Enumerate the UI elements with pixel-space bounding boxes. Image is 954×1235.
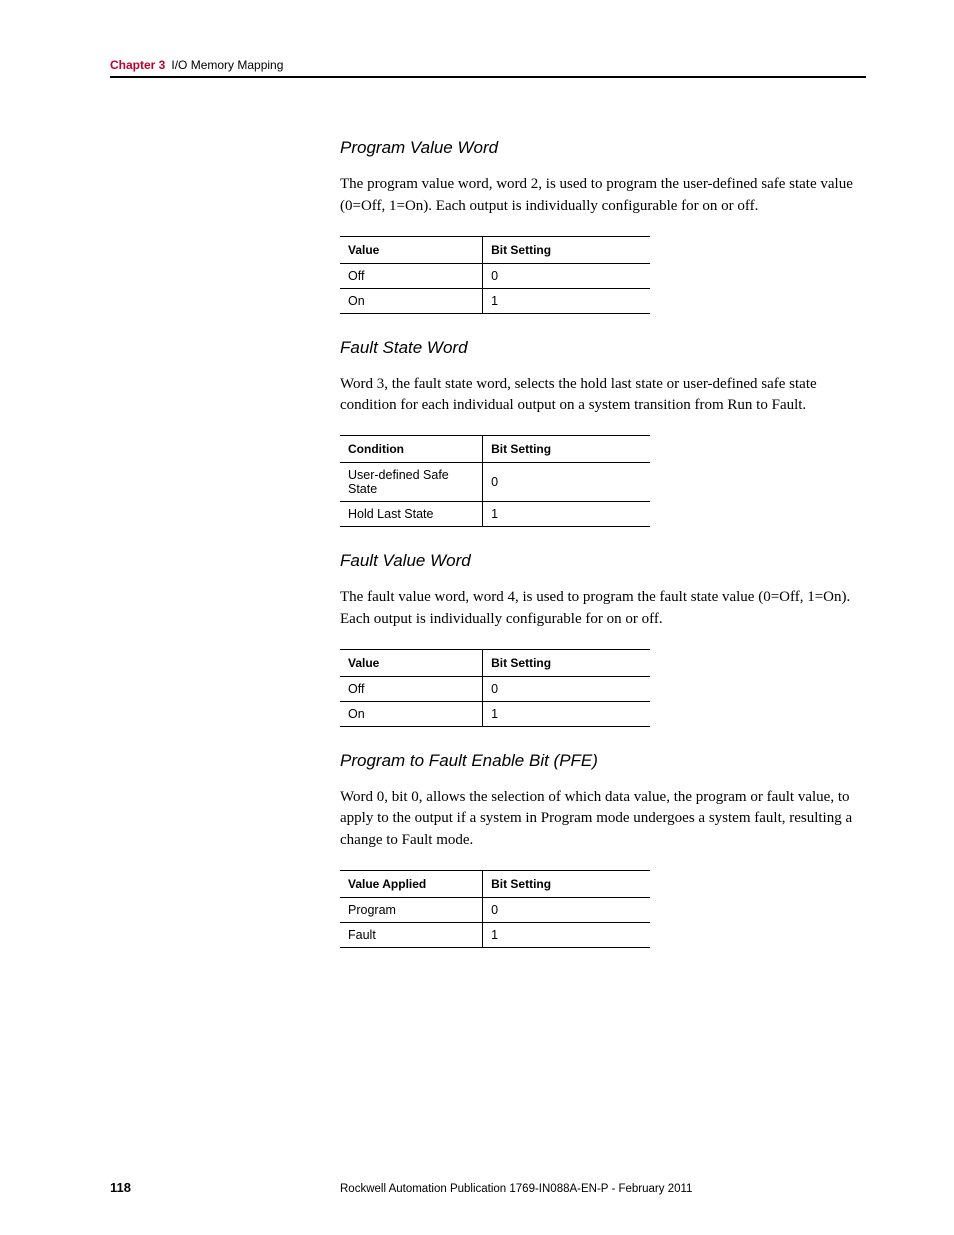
section-body: The program value word, word 2, is used … <box>340 174 866 218</box>
page-number: 118 <box>110 1180 340 1195</box>
table-cell: On <box>340 288 483 313</box>
section-heading: Fault State Word <box>340 338 866 358</box>
table-cell: Off <box>340 676 483 701</box>
table-cell: Program <box>340 897 483 922</box>
table-cell: 1 <box>483 288 650 313</box>
chapter-title: I/O Memory Mapping <box>171 58 283 72</box>
table-row: Off 0 <box>340 676 650 701</box>
table-cell: Fault <box>340 922 483 947</box>
section-body: Word 3, the fault state word, selects th… <box>340 374 866 418</box>
table-cell: 1 <box>483 701 650 726</box>
pfe-table: Value Applied Bit Setting Program 0 Faul… <box>340 870 650 948</box>
table-header: Condition <box>340 436 483 463</box>
table-cell: 0 <box>483 897 650 922</box>
publication-info: Rockwell Automation Publication 1769-IN0… <box>340 1183 866 1195</box>
table-header: Bit Setting <box>483 649 650 676</box>
section-heading: Program Value Word <box>340 138 866 158</box>
table-cell: 1 <box>483 502 650 527</box>
section-heading: Program to Fault Enable Bit (PFE) <box>340 751 866 771</box>
table-header: Bit Setting <box>483 236 650 263</box>
table-row: Off 0 <box>340 263 650 288</box>
table-cell: 0 <box>483 263 650 288</box>
table-row: Fault 1 <box>340 922 650 947</box>
main-content: Program Value Word The program value wor… <box>340 138 866 948</box>
page-header: Chapter 3 I/O Memory Mapping <box>110 58 866 78</box>
table-cell: 0 <box>483 463 650 502</box>
table-header: Value Applied <box>340 870 483 897</box>
table-header: Value <box>340 236 483 263</box>
table-cell: 1 <box>483 922 650 947</box>
fault-state-table: Condition Bit Setting User-defined Safe … <box>340 435 650 527</box>
table-row: On 1 <box>340 288 650 313</box>
table-row: Hold Last State 1 <box>340 502 650 527</box>
table-row: User-defined Safe State 0 <box>340 463 650 502</box>
fault-value-table: Value Bit Setting Off 0 On 1 <box>340 649 650 727</box>
table-cell: Off <box>340 263 483 288</box>
page-footer: 118 Rockwell Automation Publication 1769… <box>110 1180 866 1195</box>
table-row: Program 0 <box>340 897 650 922</box>
section-heading: Fault Value Word <box>340 551 866 571</box>
table-header: Bit Setting <box>483 870 650 897</box>
table-header: Bit Setting <box>483 436 650 463</box>
section-body: Word 0, bit 0, allows the selection of w… <box>340 787 866 852</box>
table-cell: On <box>340 701 483 726</box>
table-row: On 1 <box>340 701 650 726</box>
table-cell: Hold Last State <box>340 502 483 527</box>
section-body: The fault value word, word 4, is used to… <box>340 587 866 631</box>
table-header: Value <box>340 649 483 676</box>
table-cell: 0 <box>483 676 650 701</box>
table-cell: User-defined Safe State <box>340 463 483 502</box>
program-value-table: Value Bit Setting Off 0 On 1 <box>340 236 650 314</box>
chapter-label: Chapter 3 <box>110 58 165 72</box>
